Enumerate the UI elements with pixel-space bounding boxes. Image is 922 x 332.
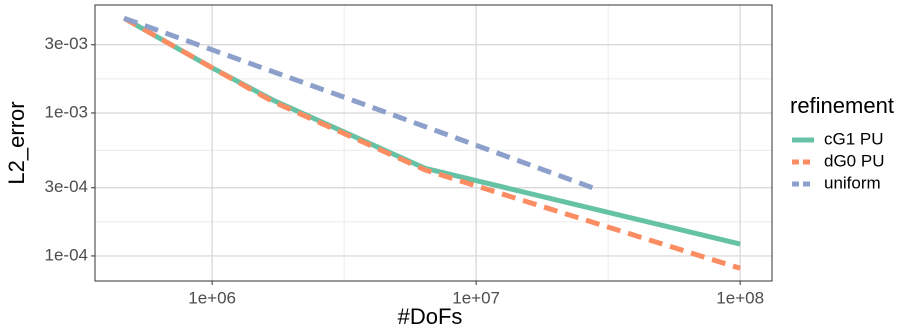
y-tick-label: 1e-04 [45,245,88,264]
y-axis-label: L2_error [4,101,29,184]
series-line [123,15,600,193]
legend-title: refinement [790,93,894,118]
legend-label: cG1 PU [824,129,884,148]
x-tick-label: 1e+08 [716,288,764,307]
y-tick-label: 3e-04 [45,177,88,196]
x-axis-label: #DoFs [398,304,463,329]
plot-border [94,4,773,282]
series-line [122,16,741,271]
x-tick-label: 1e+06 [188,288,236,307]
legend-label: dG0 PU [824,151,884,170]
y-tick-label: 3e-03 [45,34,88,53]
x-tick-label: 1e+07 [452,288,500,307]
y-tick-label: 1e-03 [45,102,88,121]
legend-label: uniform [824,173,881,192]
